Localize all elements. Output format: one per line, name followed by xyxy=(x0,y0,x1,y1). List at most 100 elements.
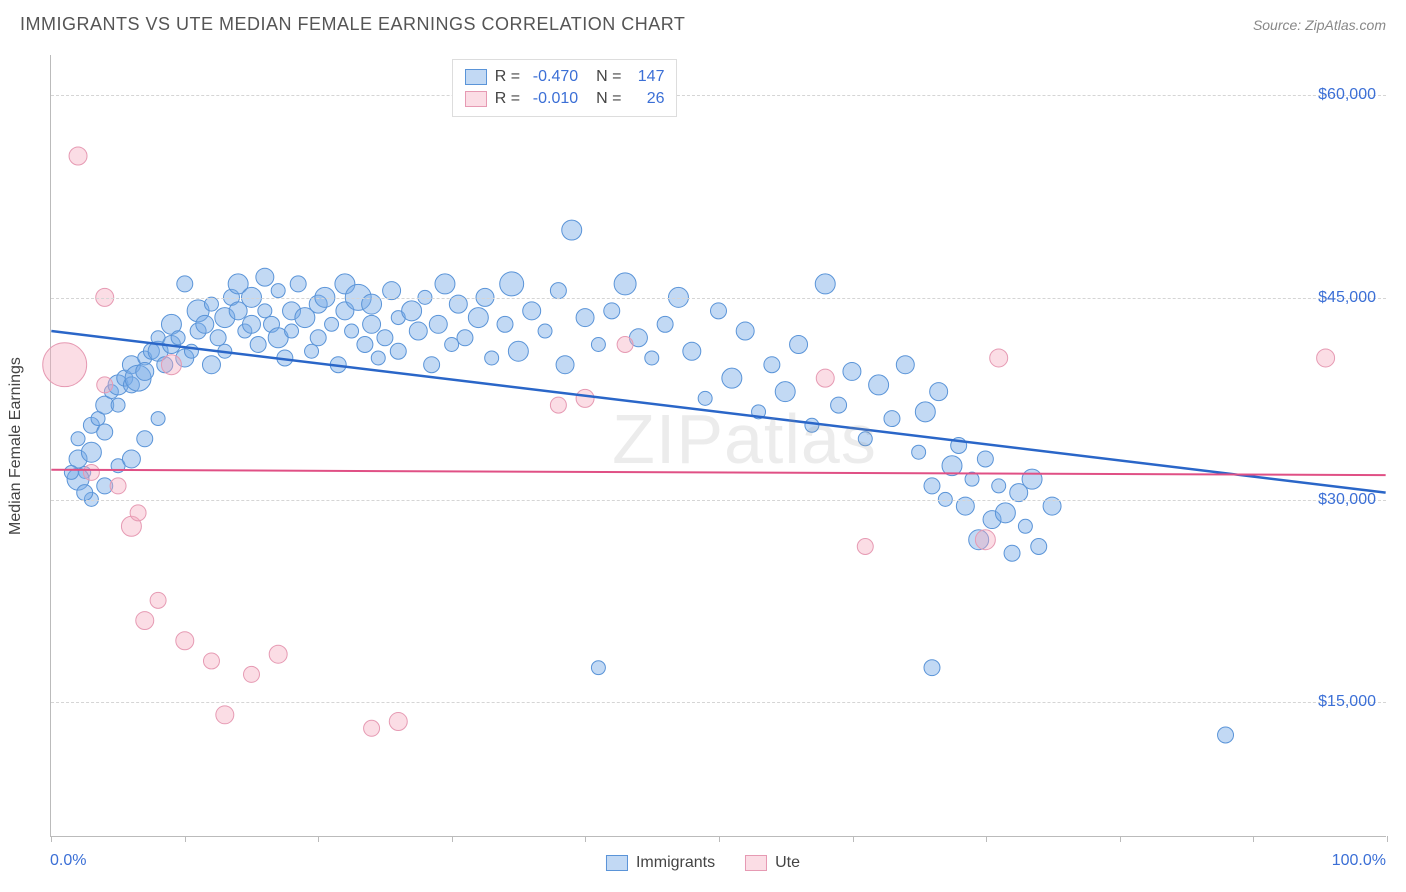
data-point xyxy=(243,315,261,333)
data-point xyxy=(698,391,712,405)
data-point xyxy=(790,336,808,354)
data-point xyxy=(858,432,872,446)
data-point xyxy=(176,632,194,650)
data-point xyxy=(764,357,780,373)
data-point xyxy=(305,344,319,358)
data-point xyxy=(576,389,594,407)
data-point xyxy=(83,464,99,480)
data-point xyxy=(97,377,113,393)
header: IMMIGRANTS VS UTE MEDIAN FEMALE EARNINGS… xyxy=(0,0,1406,45)
x-tick xyxy=(1253,836,1254,842)
data-point xyxy=(130,505,146,521)
y-tick-label: $45,000 xyxy=(1318,289,1376,307)
data-point xyxy=(290,276,306,292)
data-point xyxy=(171,331,185,345)
x-tick xyxy=(719,836,720,842)
data-point xyxy=(435,274,455,294)
data-point xyxy=(269,645,287,663)
data-point xyxy=(310,330,326,346)
data-point xyxy=(975,530,995,550)
x-axis-max-label: 100.0% xyxy=(1332,852,1386,870)
data-point xyxy=(1018,519,1032,533)
data-point xyxy=(111,398,125,412)
data-point xyxy=(161,355,181,375)
data-point xyxy=(150,592,166,608)
legend-swatch xyxy=(465,91,487,107)
chart-title: IMMIGRANTS VS UTE MEDIAN FEMALE EARNINGS… xyxy=(20,14,685,35)
data-point xyxy=(995,503,1015,523)
data-point xyxy=(202,356,220,374)
y-axis-label: Median Female Earnings xyxy=(7,357,25,535)
data-point xyxy=(977,451,993,467)
data-point xyxy=(775,382,795,402)
data-point xyxy=(1031,539,1047,555)
data-point xyxy=(485,351,499,365)
data-point xyxy=(500,272,524,296)
data-point xyxy=(357,337,373,353)
gridline xyxy=(51,95,1386,96)
legend-r-label: R = xyxy=(495,90,520,108)
data-point xyxy=(992,479,1006,493)
data-point xyxy=(576,309,594,327)
data-point xyxy=(457,330,473,346)
x-axis-min-label: 0.0% xyxy=(50,852,86,870)
data-point xyxy=(617,337,633,353)
data-point xyxy=(990,349,1008,367)
data-point xyxy=(77,485,93,501)
data-point xyxy=(110,478,126,494)
data-point xyxy=(468,308,488,328)
legend-n-label: N = xyxy=(596,68,621,86)
data-point xyxy=(151,412,165,426)
data-point xyxy=(1022,469,1042,489)
data-point xyxy=(1218,727,1234,743)
data-point xyxy=(285,324,299,338)
data-point xyxy=(884,411,900,427)
gridline xyxy=(51,500,1386,501)
data-point xyxy=(562,220,582,240)
data-point xyxy=(896,356,914,374)
legend-swatch xyxy=(465,69,487,85)
data-point xyxy=(645,351,659,365)
data-point xyxy=(122,450,140,468)
legend-r-value: -0.470 xyxy=(528,68,578,86)
data-point xyxy=(424,357,440,373)
legend-n-value: 26 xyxy=(629,90,664,108)
legend-label: Immigrants xyxy=(636,854,715,872)
data-point xyxy=(64,465,78,479)
legend-r-value: -0.010 xyxy=(528,90,578,108)
data-point xyxy=(364,720,380,736)
data-point xyxy=(271,284,285,298)
data-point xyxy=(177,276,193,292)
legend-row: R =-0.470N =147 xyxy=(465,66,665,88)
legend-r-label: R = xyxy=(495,68,520,86)
data-point xyxy=(216,706,234,724)
data-point xyxy=(831,397,847,413)
data-point xyxy=(816,369,834,387)
data-point xyxy=(250,337,266,353)
x-tick xyxy=(318,836,319,842)
data-point xyxy=(43,343,87,387)
x-tick xyxy=(1387,836,1388,842)
gridline xyxy=(51,298,1386,299)
x-tick xyxy=(1120,836,1121,842)
data-point xyxy=(409,322,427,340)
data-point xyxy=(377,330,393,346)
y-tick-label: $30,000 xyxy=(1318,491,1376,509)
data-point xyxy=(258,304,272,318)
data-point xyxy=(203,653,219,669)
data-point xyxy=(402,301,422,321)
data-point xyxy=(445,338,459,352)
legend-n-label: N = xyxy=(596,90,621,108)
data-point xyxy=(815,274,835,294)
x-tick xyxy=(51,836,52,842)
data-point xyxy=(204,297,218,311)
data-point xyxy=(924,478,940,494)
trend-line xyxy=(51,331,1385,493)
series-legend: ImmigrantsUte xyxy=(606,854,800,872)
source-label: Source: ZipAtlas.com xyxy=(1253,17,1386,33)
data-point xyxy=(805,418,819,432)
data-point xyxy=(556,356,574,374)
data-point xyxy=(912,445,926,459)
data-point xyxy=(915,402,935,422)
data-point xyxy=(538,324,552,338)
